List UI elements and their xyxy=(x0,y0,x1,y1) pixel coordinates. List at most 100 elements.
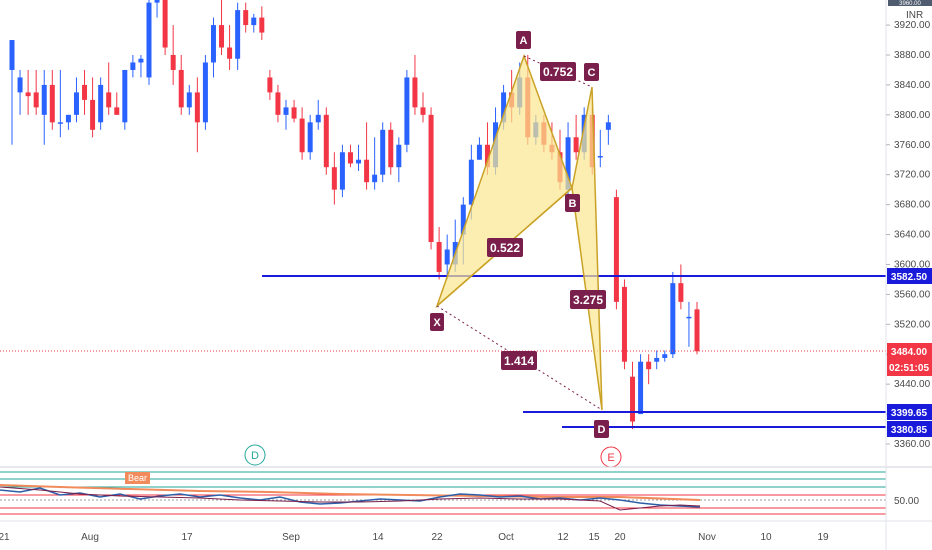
candle[interactable] xyxy=(444,234,450,280)
candle[interactable] xyxy=(33,69,39,115)
point-label-a[interactable]: A xyxy=(516,31,531,49)
svg-text:02:51:05: 02:51:05 xyxy=(889,363,929,374)
candle[interactable] xyxy=(227,25,233,70)
candle[interactable] xyxy=(122,69,128,130)
candle[interactable] xyxy=(275,84,281,123)
point-label-x[interactable]: X xyxy=(430,313,444,331)
candle[interactable] xyxy=(57,69,63,138)
candle-body xyxy=(613,197,619,302)
candle[interactable] xyxy=(307,114,313,160)
candle[interactable] xyxy=(364,122,370,190)
candle[interactable] xyxy=(178,55,184,115)
candle[interactable] xyxy=(73,77,79,123)
candle-body xyxy=(501,92,507,123)
candle[interactable] xyxy=(694,301,700,355)
candle[interactable] xyxy=(597,129,603,168)
candle[interactable] xyxy=(380,122,386,183)
price-tick-label: 3920.00 xyxy=(894,20,931,31)
candle[interactable] xyxy=(396,137,402,183)
candle[interactable] xyxy=(299,107,305,160)
d-event-marker[interactable]: D xyxy=(244,444,266,466)
candle[interactable] xyxy=(428,107,434,250)
candle[interactable] xyxy=(186,84,192,115)
svg-text:E: E xyxy=(607,452,614,464)
candle[interactable] xyxy=(138,55,144,78)
candle[interactable] xyxy=(219,0,225,55)
candle[interactable] xyxy=(638,354,644,415)
candle[interactable] xyxy=(114,92,120,115)
candle[interactable] xyxy=(41,69,47,145)
candle[interactable] xyxy=(106,62,112,115)
candle[interactable] xyxy=(573,114,579,160)
point-label-b[interactable]: B xyxy=(565,194,580,212)
candle[interactable] xyxy=(678,264,684,310)
candle[interactable] xyxy=(235,2,241,70)
e-event-marker[interactable]: E xyxy=(600,446,622,468)
candle[interactable] xyxy=(356,144,362,171)
candle[interactable] xyxy=(404,69,410,153)
candle[interactable] xyxy=(259,6,265,41)
candle[interactable] xyxy=(210,17,216,78)
main-plot-area[interactable] xyxy=(0,0,886,467)
candle[interactable] xyxy=(202,55,208,130)
candle[interactable] xyxy=(420,92,426,123)
time-axis[interactable]: 21 Aug 17 Sep 14 22 Oct 12 15 20 Nov 10 19 xyxy=(0,520,932,543)
support-2-price-tag[interactable]: 3380.85 xyxy=(887,421,932,437)
svg-text:3.275: 3.275 xyxy=(573,293,603,307)
candle-body xyxy=(25,92,31,97)
candle[interactable] xyxy=(130,55,136,78)
candle[interactable] xyxy=(267,69,273,100)
candle[interactable] xyxy=(331,152,337,205)
candle[interactable] xyxy=(646,354,652,385)
candle[interactable] xyxy=(613,189,619,310)
ratio-label-ac[interactable]: 0.752 xyxy=(540,62,576,81)
candle[interactable] xyxy=(9,40,15,145)
candle[interactable] xyxy=(436,227,442,280)
svg-text:B: B xyxy=(569,198,577,210)
candle[interactable] xyxy=(25,69,31,115)
candle[interactable] xyxy=(670,271,676,358)
candle[interactable] xyxy=(347,144,353,168)
candle[interactable] xyxy=(146,0,152,85)
candle[interactable] xyxy=(630,361,636,430)
candle[interactable] xyxy=(162,0,168,55)
candle[interactable] xyxy=(194,77,200,153)
candle[interactable] xyxy=(621,279,627,370)
candle[interactable] xyxy=(315,99,321,130)
ratio-label-xb[interactable]: 0.522 xyxy=(487,238,523,257)
candle[interactable] xyxy=(662,350,668,362)
ratio-label-bd[interactable]: 3.275 xyxy=(570,290,606,309)
candle[interactable] xyxy=(654,350,660,370)
candle[interactable] xyxy=(90,77,96,138)
point-label-c[interactable]: C xyxy=(584,63,599,81)
candle[interactable] xyxy=(283,99,289,130)
candle-body xyxy=(638,361,644,415)
candle[interactable] xyxy=(686,301,692,347)
ratio-label-xd[interactable]: 1.414 xyxy=(501,351,537,370)
candle[interactable] xyxy=(170,25,176,85)
candle[interactable] xyxy=(82,69,88,115)
candle[interactable] xyxy=(605,114,611,145)
candle[interactable] xyxy=(17,69,23,115)
candle[interactable] xyxy=(339,144,345,198)
candle[interactable] xyxy=(154,0,160,18)
support-1-price-tag[interactable]: 3399.65 xyxy=(887,404,932,420)
candle[interactable] xyxy=(388,122,394,175)
candle[interactable] xyxy=(49,69,55,130)
candle[interactable] xyxy=(372,137,378,190)
candle[interactable] xyxy=(65,114,71,130)
candle[interactable] xyxy=(412,55,418,115)
candle[interactable] xyxy=(476,137,482,160)
resistance-price-tag[interactable]: 3582.50 xyxy=(887,268,932,284)
last-price-tag[interactable]: 3484.00 02:51:05 xyxy=(887,343,932,376)
candle[interactable] xyxy=(323,107,329,175)
bear-badge[interactable]: Bear xyxy=(125,472,150,484)
candle[interactable] xyxy=(291,99,297,123)
candle[interactable] xyxy=(251,13,257,33)
indicator-pane[interactable]: Bear xyxy=(0,466,932,518)
candle-body xyxy=(17,77,23,93)
candle[interactable] xyxy=(98,77,104,130)
candle[interactable] xyxy=(243,2,249,33)
point-label-d[interactable]: D xyxy=(594,420,609,438)
